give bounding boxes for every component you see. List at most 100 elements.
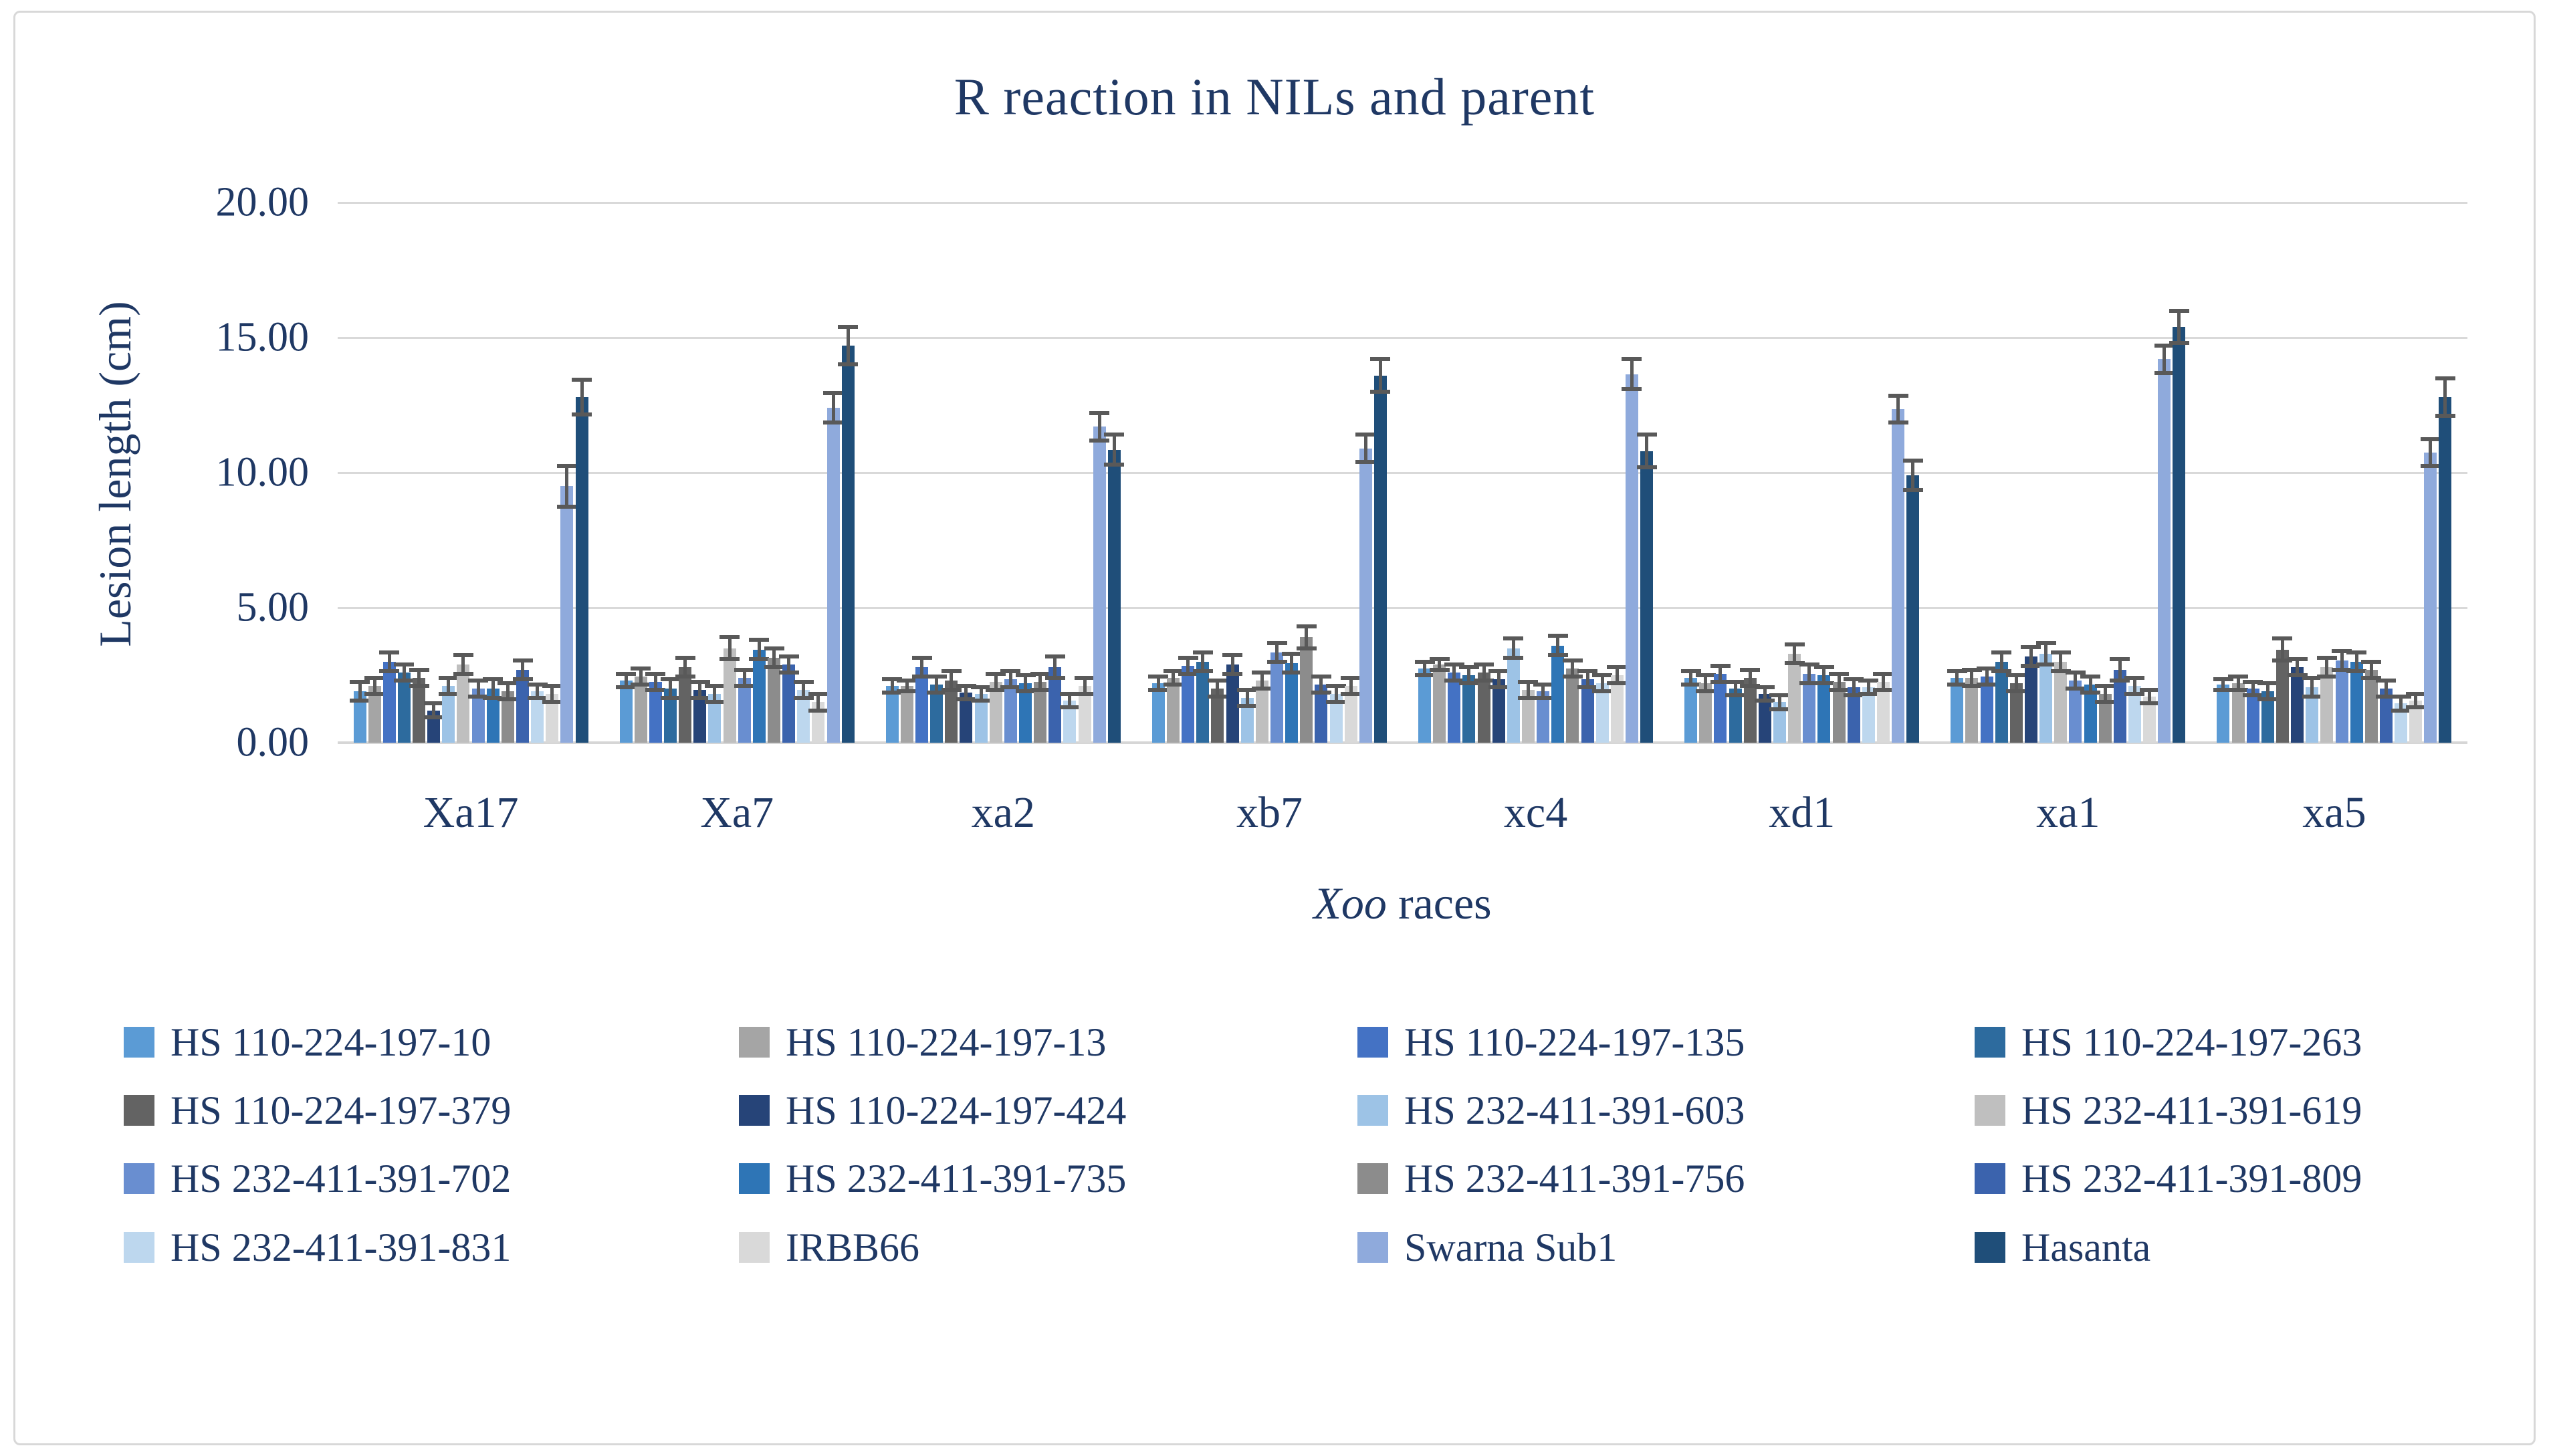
- bar: [471, 689, 485, 743]
- error-bar-cap-top: [1607, 664, 1628, 669]
- error-bar-line: [787, 656, 791, 673]
- error-bar-line: [683, 657, 687, 677]
- error-bar-cap-top: [512, 658, 533, 662]
- error-bar-cap-bottom: [986, 688, 1006, 693]
- bar: [1610, 675, 1624, 743]
- error-bar-cap-top: [542, 684, 562, 689]
- bar: [2143, 697, 2156, 743]
- bar: [2039, 653, 2053, 743]
- legend-item: HS 232-411-391-735: [739, 1159, 1126, 1199]
- bar: [826, 408, 840, 743]
- bar: [1418, 668, 1432, 743]
- error-bar-cap-top: [838, 324, 859, 329]
- error-bar-line: [772, 648, 776, 667]
- bar: [1285, 662, 1299, 743]
- bar: [1048, 666, 1062, 743]
- legend-swatch: [1975, 1027, 2005, 1058]
- bar: [1862, 687, 1875, 743]
- error-bar-cap-bottom: [808, 708, 828, 713]
- error-bar-cap-top: [1429, 656, 1450, 661]
- legend-label: IRBB66: [786, 1225, 920, 1269]
- error-bar-cap-top: [2050, 650, 2071, 654]
- y-tick-label: 5.00: [236, 584, 310, 630]
- error-bar-line: [2325, 657, 2329, 677]
- error-bar-line: [1719, 665, 1723, 683]
- legend-swatch: [124, 1095, 154, 1126]
- error-bar-line: [935, 677, 939, 693]
- error-bar-cap-top: [1844, 677, 1864, 682]
- error-bar-cap-top: [1163, 669, 1184, 673]
- error-bar-line: [1334, 686, 1338, 703]
- error-bar-cap-top: [1281, 651, 1302, 656]
- error-bar-line: [639, 668, 643, 685]
- error-bar-line: [1083, 678, 1087, 695]
- error-bar-line: [2163, 346, 2167, 373]
- bar: [1107, 449, 1121, 743]
- bar: [723, 648, 736, 743]
- legend-item: HS 110-224-197-379: [124, 1090, 511, 1130]
- error-bar-cap-bottom: [1000, 685, 1021, 690]
- error-bar-cap-bottom: [719, 656, 740, 661]
- bar: [2128, 686, 2141, 743]
- error-bar-line: [2354, 652, 2358, 671]
- bar: [2158, 359, 2171, 743]
- error-bar-cap-bottom: [1577, 685, 1598, 690]
- x-category-label: xa5: [2302, 788, 2366, 837]
- error-bar-cap-bottom: [1829, 688, 1850, 693]
- error-bar-cap-bottom: [2213, 688, 2233, 693]
- error-bar-cap-top: [497, 681, 518, 686]
- error-bar-cap-bottom: [1178, 671, 1198, 676]
- error-bar-line: [1615, 666, 1619, 684]
- error-bar-cap-top: [675, 655, 695, 660]
- error-bar-cap-top: [1622, 357, 1642, 362]
- error-bar-cap-top: [616, 671, 637, 676]
- error-bar-cap-top: [1252, 670, 1272, 675]
- error-bar-line: [1600, 675, 1604, 692]
- bar: [2024, 656, 2037, 743]
- error-bar-line: [491, 679, 495, 699]
- error-bar-line: [653, 673, 657, 691]
- error-bar-line: [1112, 435, 1116, 465]
- bar: [2113, 669, 2126, 743]
- error-bar-cap-top: [2228, 675, 2249, 679]
- error-bar-line: [2132, 678, 2136, 695]
- error-bar-cap-bottom: [2006, 689, 2027, 694]
- legend-label: HS 110-224-197-424: [786, 1088, 1127, 1132]
- bar: [1699, 683, 1712, 743]
- error-bar-cap-bottom: [1755, 699, 1775, 703]
- error-bar-cap-bottom: [823, 420, 844, 425]
- bar: [1004, 679, 1017, 743]
- bar: [2276, 649, 2289, 743]
- error-bar-line: [624, 673, 628, 688]
- error-bar-cap-bottom: [2332, 667, 2352, 672]
- bar: [1521, 690, 1535, 743]
- error-bar-cap-top: [1829, 671, 1850, 676]
- bar: [546, 694, 559, 743]
- error-bar-cap-top: [1533, 683, 1553, 687]
- error-bar-line: [1452, 664, 1456, 681]
- bar: [930, 685, 944, 743]
- error-bar-cap-top: [1977, 666, 1997, 671]
- error-bar-line: [2414, 694, 2418, 708]
- error-bar-cap-bottom: [350, 699, 370, 703]
- error-bar-cap-bottom: [1252, 687, 1272, 691]
- gridline-y15: [338, 337, 2467, 339]
- bar: [619, 681, 633, 743]
- error-bar-line: [890, 679, 894, 693]
- bar: [1625, 374, 1638, 743]
- bar: [1078, 686, 1091, 743]
- error-bar-cap-bottom: [734, 684, 755, 689]
- error-bar-line: [1866, 681, 1870, 695]
- bar: [353, 691, 366, 743]
- legend-item: IRBB66: [739, 1225, 920, 1269]
- error-bar-cap-bottom: [793, 696, 814, 701]
- error-bar-cap-bottom: [1961, 684, 1982, 689]
- error-bar-cap-bottom: [1799, 681, 1819, 686]
- error-bar-cap-bottom: [2257, 697, 2278, 702]
- bar: [1773, 702, 1786, 743]
- error-bar-line: [1038, 673, 1042, 691]
- legend-swatch: [124, 1232, 154, 1263]
- error-bar-cap-bottom: [2169, 341, 2189, 346]
- error-bar-cap-top: [1444, 662, 1464, 666]
- error-bar-line: [1290, 653, 1294, 673]
